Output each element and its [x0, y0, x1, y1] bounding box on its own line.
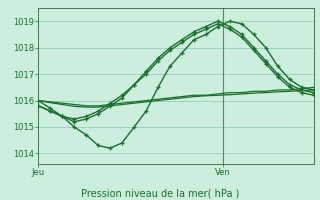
- Text: Pression niveau de la mer( hPa ): Pression niveau de la mer( hPa ): [81, 188, 239, 198]
